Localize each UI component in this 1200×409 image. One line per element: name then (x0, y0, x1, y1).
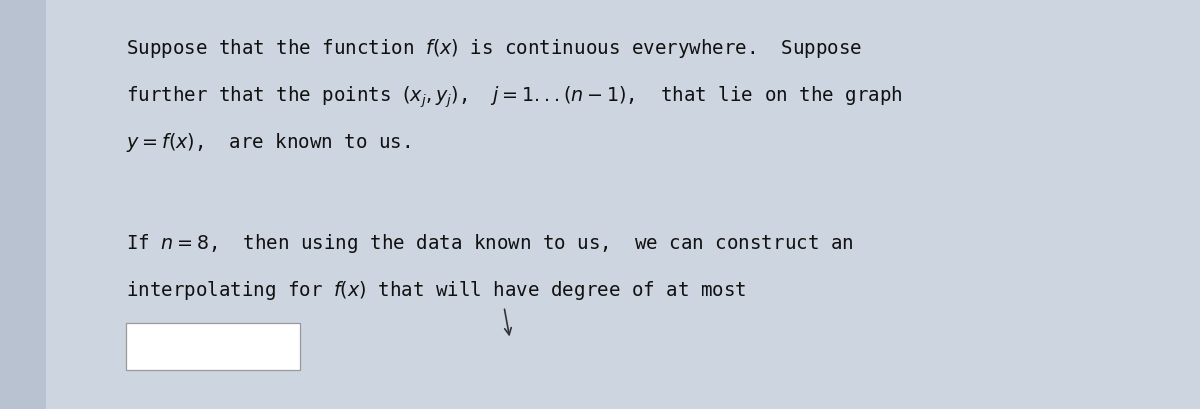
Text: If $n = 8$,  then using the data known to us,  we can construct an: If $n = 8$, then using the data known to… (126, 231, 853, 254)
Text: Suppose that the function $f(x)$ is continuous everywhere.  Suppose: Suppose that the function $f(x)$ is cont… (126, 37, 863, 60)
Text: $y = f(x)$,  are known to us.: $y = f(x)$, are known to us. (126, 131, 410, 154)
Bar (126, 323, 300, 370)
Text: interpolating for $f(x)$ that will have degree of at most: interpolating for $f(x)$ that will have … (126, 278, 746, 301)
Bar (0, 0, 46, 409)
Text: further that the points $(x_j, y_j)$,  $j = 1...(n-1)$,  that lie on the graph: further that the points $(x_j, y_j)$, $j… (126, 84, 902, 109)
